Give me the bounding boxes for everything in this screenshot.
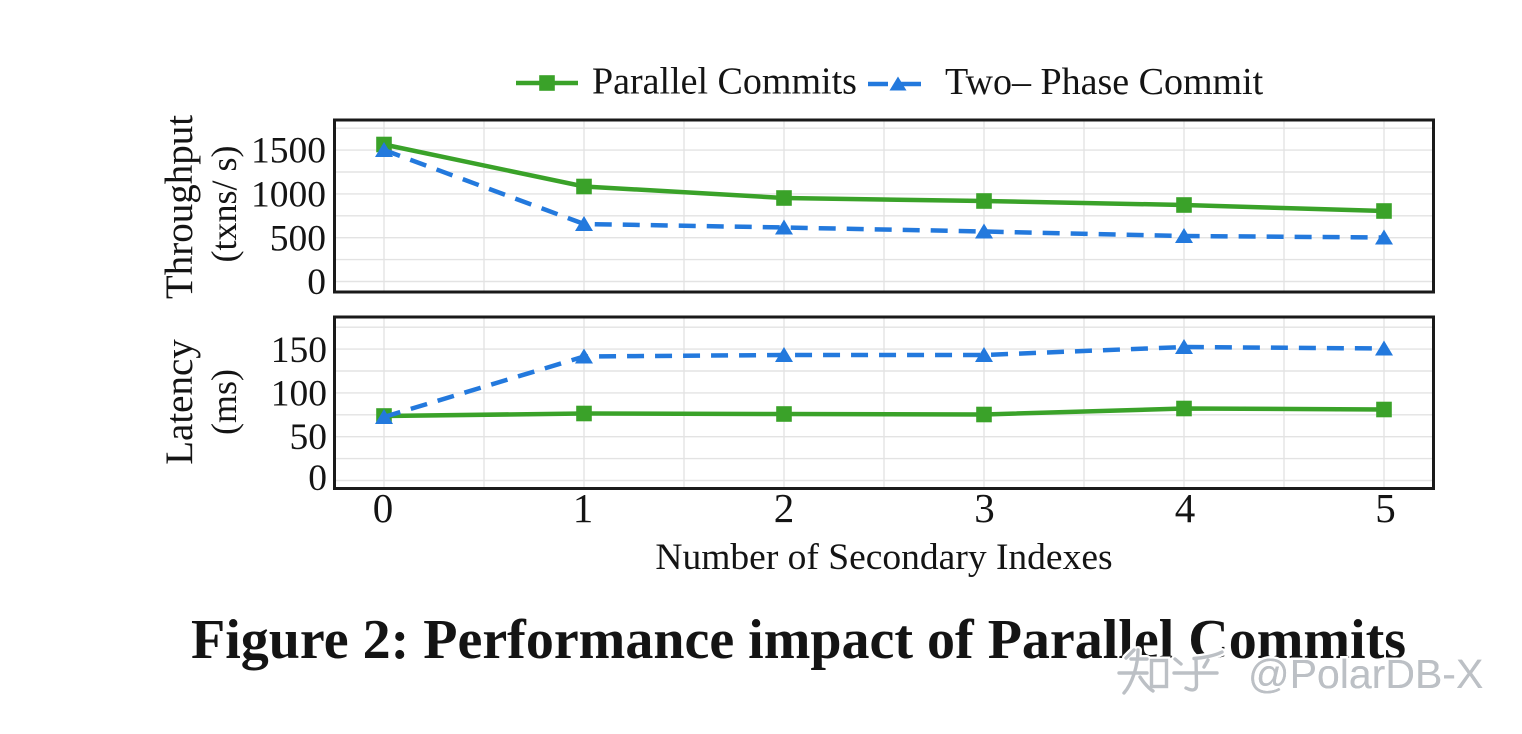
svg-text:0: 0: [307, 262, 326, 303]
svg-text:@PolarDB-X: @PolarDB-X: [1248, 651, 1483, 697]
svg-text:Throughput: Throughput: [158, 115, 201, 299]
svg-text:4: 4: [1175, 485, 1196, 531]
svg-text:5: 5: [1375, 485, 1396, 531]
svg-text:1500: 1500: [251, 131, 326, 172]
svg-text:1000: 1000: [251, 175, 326, 216]
svg-text:100: 100: [271, 374, 327, 415]
svg-text:Latency: Latency: [158, 339, 201, 465]
svg-text:(ms): (ms): [204, 369, 244, 435]
svg-text:@PolarDB-X: @PolarDB-X: [1248, 651, 1483, 697]
svg-text:Number of Secondary Indexes: Number of Secondary Indexes: [655, 537, 1112, 578]
svg-text:150: 150: [271, 330, 327, 371]
svg-text:3: 3: [974, 485, 995, 531]
svg-text:Parallel Commits: Parallel Commits: [592, 61, 857, 103]
svg-text:Two– Phase Commit: Two– Phase Commit: [945, 61, 1264, 103]
svg-text:0: 0: [308, 458, 327, 499]
svg-text:0: 0: [373, 485, 394, 531]
svg-text:50: 50: [290, 417, 328, 458]
svg-text:1: 1: [573, 485, 594, 531]
svg-text:(txns/ s): (txns/ s): [204, 146, 244, 263]
svg-text:Figure 2: Performance impact o: Figure 2: Performance impact of Parallel…: [191, 609, 1406, 671]
svg-text:2: 2: [774, 485, 795, 531]
svg-text:500: 500: [270, 219, 326, 260]
